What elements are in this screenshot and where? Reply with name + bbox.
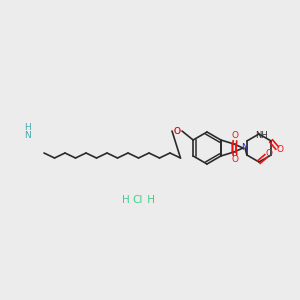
Text: H: H (122, 195, 130, 205)
Text: NH: NH (256, 131, 268, 140)
Text: O: O (173, 127, 181, 136)
Text: Cl: Cl (133, 195, 143, 205)
Text: H: H (24, 124, 31, 133)
Text: N: N (241, 143, 248, 152)
Text: O: O (173, 127, 181, 136)
Text: N: N (24, 130, 31, 140)
Text: O: O (231, 131, 239, 140)
Text: H: H (143, 195, 155, 205)
Text: O: O (277, 146, 284, 154)
Text: O: O (266, 149, 272, 158)
Text: O: O (231, 155, 239, 164)
